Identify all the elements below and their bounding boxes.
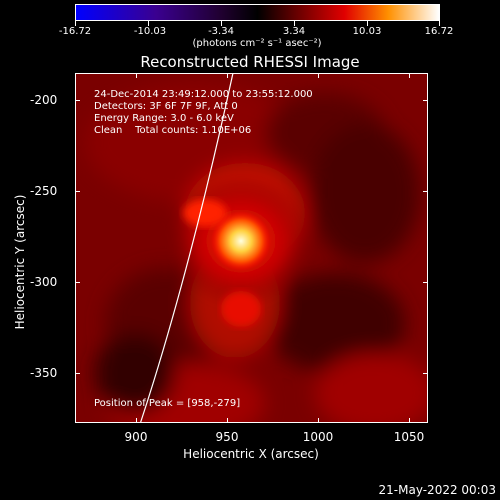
x-tick <box>227 418 228 423</box>
y-axis-title: Heliocentric Y (arcsec) <box>13 194 27 330</box>
colorbar-tick <box>439 21 440 26</box>
y-tick-label: -350 <box>30 366 58 380</box>
y-tick-label: -200 <box>30 93 58 107</box>
rhessi-image <box>75 73 428 423</box>
colorbar-tick <box>75 21 76 26</box>
y-tick <box>75 191 80 192</box>
colorbar-tick <box>221 21 222 26</box>
x-tick-label: 900 <box>124 430 148 444</box>
x-tick <box>409 418 410 423</box>
x-tick <box>318 73 319 78</box>
colorbar-tick-label: 10.03 <box>352 26 382 37</box>
colorbar-tick <box>367 21 368 26</box>
y-tick <box>75 100 80 101</box>
x-tick <box>136 73 137 78</box>
colorbar-tick-label: 16.72 <box>424 26 454 37</box>
x-tick <box>136 418 137 423</box>
colorbar-tick-label: -10.03 <box>133 26 167 37</box>
x-tick <box>318 418 319 423</box>
date-stamp: 21-May-2022 00:03 <box>378 483 496 497</box>
peak-position-text: Position of Peak = [958,-279] <box>94 398 241 409</box>
y-tick <box>75 282 80 283</box>
y-tick <box>423 100 428 101</box>
image-title: Reconstructed RHESSI Image <box>140 53 360 71</box>
time-range-text: 24-Dec-2014 23:49:12.000 to 23:55:12.000 <box>94 89 313 100</box>
y-tick <box>423 191 428 192</box>
energy-range-text: Energy Range: 3.0 - 6.0 keV <box>94 113 234 124</box>
y-tick <box>423 373 428 374</box>
detectors-text: Detectors: 3F 6F 7F 9F, Att 0 <box>94 101 238 112</box>
colorbar-tick-label: -3.34 <box>208 26 234 37</box>
solar-limb-line <box>139 73 234 423</box>
y-tick <box>75 373 80 374</box>
colorbar-tick <box>148 21 149 26</box>
colorbar-unit-label: (photons cm⁻² s⁻¹ asec⁻²) <box>192 38 322 49</box>
y-tick <box>423 282 428 283</box>
x-tick-label: 950 <box>215 430 239 444</box>
x-tick <box>409 73 410 78</box>
colorbar-tick <box>294 21 295 26</box>
x-axis-title: Heliocentric X (arcsec) <box>183 447 319 461</box>
x-tick-label: 1050 <box>393 430 425 444</box>
colorbar-tick-label: -16.72 <box>58 26 92 37</box>
y-tick-label: -300 <box>30 275 58 289</box>
x-tick <box>227 73 228 78</box>
y-tick-label: -250 <box>30 184 58 198</box>
clean-counts-text: Clean Total counts: 1.10E+06 <box>94 125 252 136</box>
colorbar <box>75 4 440 21</box>
x-tick-label: 1000 <box>302 430 334 444</box>
colorbar-tick-label: 3.34 <box>282 26 306 37</box>
